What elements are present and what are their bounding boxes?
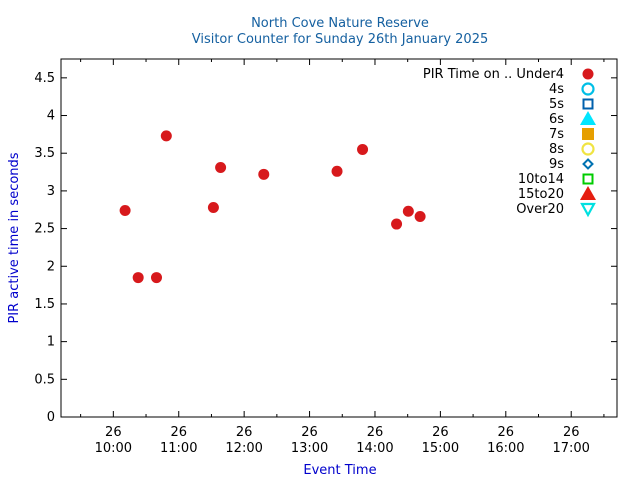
data-point — [357, 143, 369, 155]
legend-label: 9s — [549, 157, 564, 172]
legend-marker — [581, 142, 595, 156]
legend-label: 6s — [549, 112, 564, 127]
y-tick-label: 3.5 — [34, 146, 55, 161]
x-tick-day: 26 — [236, 425, 253, 440]
y-tick-label: 2.5 — [34, 222, 55, 237]
data-point — [215, 162, 227, 174]
data-point — [207, 201, 219, 213]
x-tick-time: 16:00 — [487, 441, 524, 456]
chart-subtitle: Visitor Counter for Sunday 26th January … — [192, 32, 489, 47]
legend-marker — [582, 68, 594, 80]
plot-frame — [60, 58, 618, 418]
x-tick-day: 26 — [432, 425, 449, 440]
data-point — [258, 168, 270, 180]
x-axis: 2610:002611:002612:002613:002614:002615:… — [80, 59, 605, 456]
x-tick-day: 26 — [498, 425, 515, 440]
legend-marker — [582, 173, 594, 185]
x-tick-day: 26 — [170, 425, 187, 440]
legend-label: 8s — [549, 142, 564, 157]
legend-marker — [582, 128, 594, 140]
x-tick-time: 11:00 — [160, 441, 197, 456]
data-point — [119, 204, 131, 216]
x-tick-time: 14:00 — [356, 441, 393, 456]
data-point — [414, 211, 426, 223]
y-tick-label: 2 — [47, 259, 55, 274]
legend-label: 10to14 — [518, 172, 564, 187]
x-tick-time: 10:00 — [95, 441, 132, 456]
y-tick-label: 0 — [47, 410, 55, 425]
x-tick-time: 12:00 — [225, 441, 262, 456]
legend-marker — [580, 202, 596, 218]
y-axis-label: PIR active time in seconds — [7, 152, 22, 323]
legend-label: 7s — [549, 127, 564, 142]
x-axis-label: Event Time — [303, 463, 376, 478]
legend-label: 15to20 — [518, 187, 564, 202]
data-point — [402, 205, 414, 217]
data-point — [160, 130, 172, 142]
x-tick-day: 26 — [301, 425, 318, 440]
legend-marker — [580, 186, 596, 200]
x-tick-day: 26 — [105, 425, 122, 440]
data-point — [331, 165, 343, 177]
x-tick-day: 26 — [367, 425, 384, 440]
x-tick-day: 26 — [563, 425, 580, 440]
data-points — [119, 130, 426, 284]
legend-marker — [582, 98, 594, 110]
y-tick-label: 0.5 — [34, 372, 55, 387]
y-tick-label: 1.5 — [34, 297, 55, 312]
data-point — [151, 272, 163, 284]
legend-label: PIR Time on .. Under4 — [423, 67, 564, 82]
data-point — [391, 218, 403, 230]
x-tick-time: 15:00 — [422, 441, 459, 456]
x-tick-time: 17:00 — [552, 441, 589, 456]
x-tick-time: 13:00 — [291, 441, 328, 456]
y-tick-label: 3 — [47, 184, 55, 199]
legend-label: Over20 — [516, 202, 564, 217]
legend-marker — [581, 82, 595, 96]
legend: PIR Time on .. Under44s5s6s7s8s9s10to141… — [423, 67, 596, 218]
legend-marker — [580, 111, 596, 125]
y-tick-label: 1 — [47, 335, 55, 350]
y-tick-label: 4.5 — [34, 71, 55, 86]
y-axis: 0 0.5 1 1.5 2 2.5 3 3.5 4 4.5 — [34, 71, 617, 425]
legend-label: 5s — [549, 97, 564, 112]
data-point — [132, 272, 144, 284]
chart-title: North Cove Nature Reserve — [251, 16, 429, 31]
legend-marker — [582, 158, 594, 170]
legend-label: 4s — [549, 82, 564, 97]
y-tick-label: 4 — [47, 109, 55, 124]
